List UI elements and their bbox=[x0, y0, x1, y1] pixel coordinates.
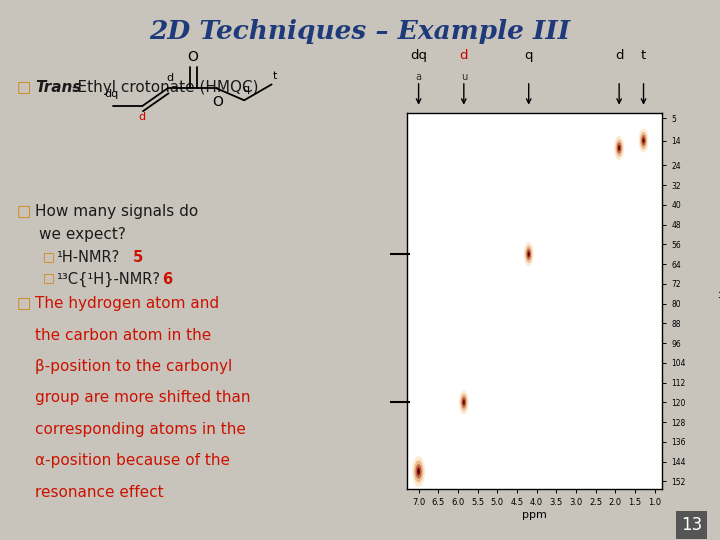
Text: t: t bbox=[272, 71, 276, 81]
Text: ¹H-NMR?: ¹H-NMR? bbox=[58, 250, 121, 265]
Text: a: a bbox=[415, 71, 422, 82]
Text: corresponding atoms in the: corresponding atoms in the bbox=[35, 422, 246, 437]
Ellipse shape bbox=[412, 456, 426, 487]
Text: β-position to the carbonyl: β-position to the carbonyl bbox=[35, 359, 233, 374]
Text: u: u bbox=[461, 71, 467, 82]
Text: we expect?: we expect? bbox=[39, 227, 125, 242]
Text: dq: dq bbox=[410, 49, 427, 62]
Text: How many signals do: How many signals do bbox=[35, 204, 198, 219]
Text: O: O bbox=[212, 94, 223, 109]
Ellipse shape bbox=[617, 143, 621, 153]
Ellipse shape bbox=[642, 135, 646, 146]
Text: The hydrogen atom and: The hydrogen atom and bbox=[35, 296, 219, 312]
Text: □: □ bbox=[42, 250, 54, 263]
X-axis label: ppm: ppm bbox=[522, 510, 547, 519]
Ellipse shape bbox=[528, 253, 529, 255]
Ellipse shape bbox=[523, 242, 534, 266]
Text: 5: 5 bbox=[132, 250, 143, 265]
Text: d: d bbox=[615, 49, 624, 62]
Text: □: □ bbox=[17, 204, 31, 219]
Text: q: q bbox=[243, 84, 250, 94]
Ellipse shape bbox=[639, 129, 649, 153]
Text: -Ethyl crotonate (HMQC): -Ethyl crotonate (HMQC) bbox=[73, 80, 259, 95]
Ellipse shape bbox=[618, 145, 621, 151]
Text: group are more shifted than: group are more shifted than bbox=[35, 390, 251, 406]
Ellipse shape bbox=[462, 397, 466, 408]
Ellipse shape bbox=[614, 136, 624, 160]
Text: resonance effect: resonance effect bbox=[35, 484, 163, 500]
Ellipse shape bbox=[526, 248, 531, 260]
Ellipse shape bbox=[418, 470, 419, 473]
Text: q: q bbox=[524, 49, 533, 62]
Ellipse shape bbox=[640, 132, 647, 149]
Ellipse shape bbox=[616, 139, 623, 157]
Ellipse shape bbox=[643, 139, 644, 142]
Text: α-position because of the: α-position because of the bbox=[35, 453, 230, 468]
Ellipse shape bbox=[618, 147, 620, 149]
Y-axis label: ppm: ppm bbox=[718, 290, 720, 312]
Text: Trans: Trans bbox=[35, 80, 81, 95]
Text: d: d bbox=[138, 112, 145, 122]
Text: □: □ bbox=[17, 80, 31, 95]
Text: □: □ bbox=[17, 296, 31, 312]
Ellipse shape bbox=[417, 468, 420, 475]
Ellipse shape bbox=[463, 401, 464, 403]
Ellipse shape bbox=[642, 138, 645, 144]
Ellipse shape bbox=[459, 390, 469, 414]
Text: 13: 13 bbox=[680, 516, 702, 534]
Text: 6: 6 bbox=[162, 272, 172, 287]
Ellipse shape bbox=[460, 394, 467, 411]
Ellipse shape bbox=[415, 464, 422, 478]
Text: dq: dq bbox=[104, 89, 119, 99]
Text: d: d bbox=[166, 73, 173, 83]
Text: ¹³C{¹H}-NMR?: ¹³C{¹H}-NMR? bbox=[58, 272, 161, 287]
Text: d: d bbox=[459, 49, 468, 62]
Ellipse shape bbox=[528, 251, 530, 257]
Text: 2D Techniques – Example III: 2D Techniques – Example III bbox=[150, 19, 570, 44]
Text: the carbon atom in the: the carbon atom in the bbox=[35, 328, 211, 343]
Ellipse shape bbox=[525, 246, 532, 263]
Ellipse shape bbox=[462, 399, 465, 406]
Ellipse shape bbox=[414, 460, 423, 483]
Text: t: t bbox=[641, 49, 646, 62]
Text: O: O bbox=[188, 50, 199, 64]
Text: □: □ bbox=[42, 272, 54, 285]
